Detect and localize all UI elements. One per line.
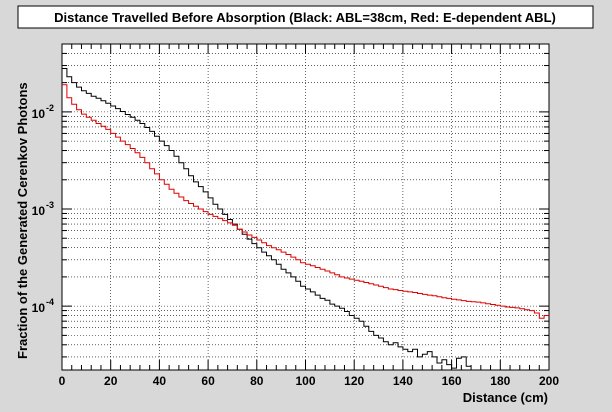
y-axis-label: Fraction of the Generated Cerenkov Photo… bbox=[15, 82, 30, 359]
x-tick-label: 80 bbox=[250, 374, 264, 388]
x-tick-label: 180 bbox=[490, 374, 510, 388]
x-tick-label: 120 bbox=[344, 374, 364, 388]
x-tick-label: 20 bbox=[104, 374, 118, 388]
x-tick-label: 160 bbox=[442, 374, 462, 388]
title-box bbox=[17, 5, 594, 29]
chart-title-group: Distance Travelled Before Absorption (Bl… bbox=[17, 5, 594, 29]
y-tick-exponent: -2 bbox=[46, 103, 54, 113]
x-tick-label: 100 bbox=[295, 374, 315, 388]
series-red-histogram bbox=[62, 84, 549, 319]
chart-title: Distance Travelled Before Absorption (Bl… bbox=[54, 10, 556, 25]
series-layer bbox=[62, 68, 549, 369]
x-tick-label: 140 bbox=[393, 374, 413, 388]
y-tick-exponent: -3 bbox=[46, 200, 54, 210]
y-tick-label: 10 bbox=[32, 301, 46, 315]
x-axis-label: Distance (cm) bbox=[463, 390, 548, 405]
x-tick-label: 200 bbox=[539, 374, 559, 388]
x-tick-label: 40 bbox=[153, 374, 167, 388]
y-tick-label: 10 bbox=[32, 204, 46, 218]
y-tick-label: 10 bbox=[32, 107, 46, 121]
series-black-histogram bbox=[62, 68, 472, 369]
x-tick-label: 0 bbox=[59, 374, 66, 388]
x-tick-label: 60 bbox=[201, 374, 215, 388]
y-tick-exponent: -4 bbox=[46, 297, 54, 307]
